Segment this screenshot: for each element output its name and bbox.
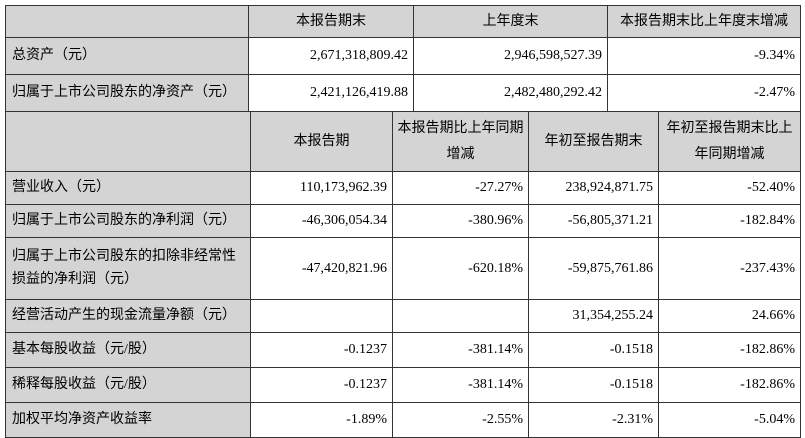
reporting-period-table: 本报告期 本报告期比上年同期增减 年初至报告期末 年初至报告期末比上年同期增减 … [5,111,801,438]
row-label: 归属于上市公司股东的净资产（元） [5,74,249,112]
value-cell: -620.18% [392,237,529,300]
period-end-table: 本报告期末 上年度末 本报告期末比上年度末增减 总资产（元） 2,671,318… [5,5,801,112]
value-cell: 31,354,255.24 [528,299,659,333]
value-cell: -0.1237 [250,332,393,368]
value-cell: -0.1237 [250,367,393,403]
value-cell: -59,875,761.86 [528,237,659,300]
value-cell: -380.96% [392,204,529,238]
value-cell: -47,420,821.96 [250,237,393,300]
row-label: 总资产（元） [5,37,249,75]
value-cell: -381.14% [392,332,529,368]
table-row-operating-cash-flow: 经营活动产生的现金流量净额（元） 31,354,255.24 24.66% [5,299,801,333]
table-row-operating-revenue: 营业收入（元） 110,173,962.39 -27.27% 238,924,8… [5,171,801,205]
table-row-basic-eps: 基本每股收益（元/股） -0.1237 -381.14% -0.1518 -18… [5,332,801,368]
table-header-row: 本报告期 本报告期比上年同期增减 年初至报告期末 年初至报告期末比上年同期增减 [5,111,801,172]
value-cell: 24.66% [658,299,801,333]
value-cell: -2.31% [528,402,659,438]
value-cell: 2,482,480,292.42 [413,74,608,112]
value-cell: -0.1518 [528,332,659,368]
value-cell [250,299,393,333]
table-row-weighted-avg-roe: 加权平均净资产收益率 -1.89% -2.55% -2.31% -5.04% [5,402,801,438]
col-header-prior-year-end: 上年度末 [413,5,608,38]
value-cell: -46,306,054.34 [250,204,393,238]
corner-cell [5,111,251,172]
col-header-ytd-yoy-change: 年初至报告期末比上年同期增减 [658,111,801,172]
row-label: 归属于上市公司股东的扣除非经常性损益的净利润（元） [5,237,251,300]
table-row-net-profit-excl-nonrecurring: 归属于上市公司股东的扣除非经常性损益的净利润（元） -47,420,821.96… [5,237,801,300]
value-cell: -56,805,371.21 [528,204,659,238]
value-cell: 238,924,871.75 [528,171,659,205]
table-row-total-assets: 总资产（元） 2,671,318,809.42 2,946,598,527.39… [5,37,801,75]
value-cell: 2,671,318,809.42 [248,37,414,75]
value-cell: -0.1518 [528,367,659,403]
col-header-current-period: 本报告期 [250,111,393,172]
value-cell: -5.04% [658,402,801,438]
row-label: 加权平均净资产收益率 [5,402,251,438]
table-row-diluted-eps: 稀释每股收益（元/股） -0.1237 -381.14% -0.1518 -18… [5,367,801,403]
row-label: 稀释每股收益（元/股） [5,367,251,403]
value-cell: 110,173,962.39 [250,171,393,205]
row-label: 经营活动产生的现金流量净额（元） [5,299,251,333]
row-label: 归属于上市公司股东的净利润（元） [5,204,251,238]
col-header-year-to-date: 年初至报告期末 [528,111,659,172]
row-label: 营业收入（元） [5,171,251,205]
value-cell: -381.14% [392,367,529,403]
value-cell: -9.34% [607,37,801,75]
value-cell: -182.84% [658,204,801,238]
table-row-net-assets: 归属于上市公司股东的净资产（元） 2,421,126,419.88 2,482,… [5,74,801,112]
value-cell [392,299,529,333]
value-cell: -237.43% [658,237,801,300]
value-cell: -182.86% [658,332,801,368]
value-cell: -2.47% [607,74,801,112]
corner-cell [5,5,249,38]
value-cell: 2,421,126,419.88 [248,74,414,112]
row-label: 基本每股收益（元/股） [5,332,251,368]
col-header-current-period-end: 本报告期末 [248,5,414,38]
value-cell: 2,946,598,527.39 [413,37,608,75]
table-row-net-profit: 归属于上市公司股东的净利润（元） -46,306,054.34 -380.96%… [5,204,801,238]
value-cell: -1.89% [250,402,393,438]
col-header-period-yoy-change: 本报告期比上年同期增减 [392,111,529,172]
value-cell: -2.55% [392,402,529,438]
col-header-period-end-change: 本报告期末比上年度末增减 [607,5,801,38]
value-cell: -52.40% [658,171,801,205]
value-cell: -27.27% [392,171,529,205]
table-header-row: 本报告期末 上年度末 本报告期末比上年度末增减 [5,5,801,38]
value-cell: -182.86% [658,367,801,403]
